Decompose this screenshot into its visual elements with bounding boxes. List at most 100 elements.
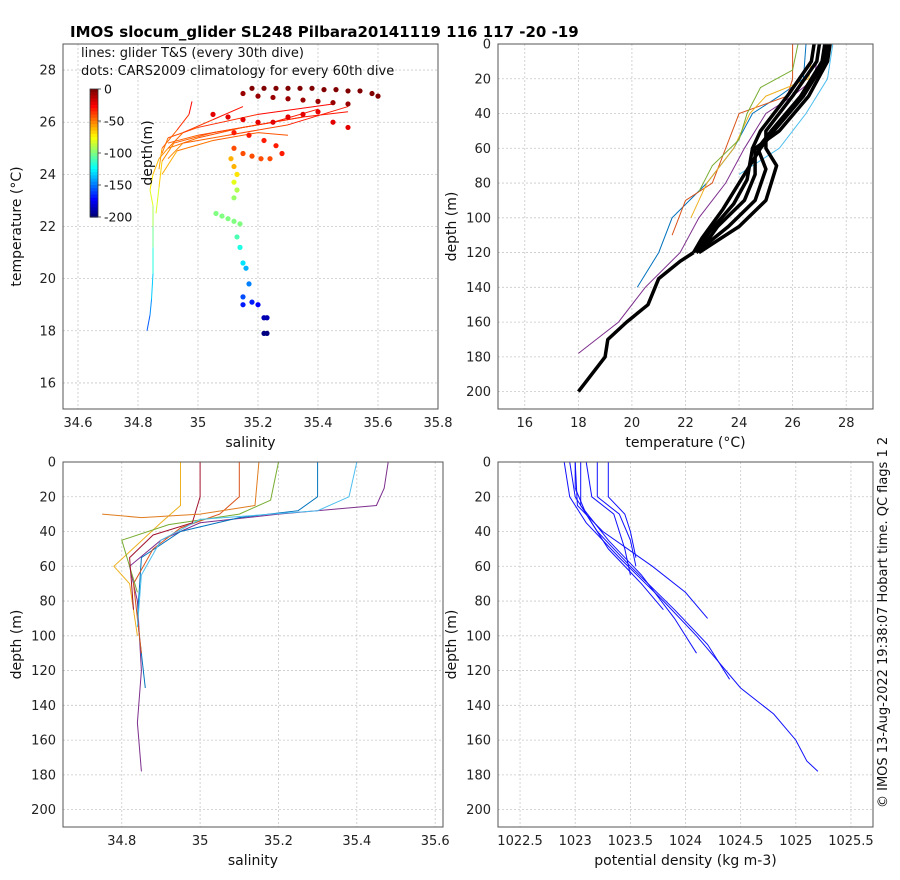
tz-ytick-label: 200 bbox=[466, 385, 491, 400]
colorbar-swatch bbox=[90, 95, 98, 100]
ts-glider-line-segment bbox=[173, 132, 214, 144]
ts-ytick-label: 26 bbox=[39, 116, 56, 131]
rz-ylabel: depth (m) bbox=[444, 610, 460, 680]
colorbar-swatch bbox=[90, 130, 98, 135]
tz-xtick-label: 28 bbox=[838, 416, 855, 431]
ts-climatology-dot bbox=[213, 210, 219, 217]
colorbar-swatch bbox=[90, 169, 98, 173]
sz-profile bbox=[129, 462, 201, 610]
sz-xtick-label: 35.2 bbox=[264, 834, 293, 849]
figure-title: IMOS slocum_glider SL248 Pilbara20141119… bbox=[70, 23, 579, 41]
ts-annotation: dots: CARS2009 climatology for every 60t… bbox=[81, 64, 394, 79]
ts-xtick-label: 34.8 bbox=[124, 416, 153, 431]
tz-ytick-label: 80 bbox=[474, 177, 491, 192]
copyright-note: © IMOS 13-Aug-2022 19:38:07 Hobart time.… bbox=[876, 437, 891, 808]
ts-glider-line-segment bbox=[161, 142, 175, 162]
tz-xtick-label: 26 bbox=[784, 416, 801, 431]
ts-xtick-label: 35 bbox=[190, 416, 207, 431]
rz-profile bbox=[607, 462, 637, 558]
ts-ytick-label: 18 bbox=[39, 324, 56, 339]
ts-climatology-dot bbox=[219, 213, 225, 219]
tz-xtick-label: 24 bbox=[731, 416, 748, 431]
ts-climatology-dot bbox=[240, 117, 246, 123]
ts-climatology-dot bbox=[261, 137, 267, 144]
ts-annotation: lines: glider T&S (every 30th dive) bbox=[81, 46, 304, 61]
sz-ytick-label: 200 bbox=[31, 803, 56, 818]
tz-xtick-label: 22 bbox=[677, 416, 694, 431]
colorbar-swatch bbox=[90, 210, 98, 215]
ts-climatology-dot bbox=[246, 281, 252, 287]
ts-climatology-dot bbox=[237, 221, 243, 227]
tz-ytick-label: 140 bbox=[466, 281, 491, 296]
colorbar-swatch bbox=[90, 114, 98, 119]
ts-climatology-dot bbox=[255, 119, 261, 125]
sz-ytick-label: 80 bbox=[39, 595, 56, 610]
tz-glider-profile bbox=[738, 43, 834, 175]
ts-glider-line-segment bbox=[176, 114, 190, 131]
ts-xtick-label: 35.6 bbox=[364, 416, 393, 431]
rz-xtick-label: 1022.5 bbox=[497, 834, 543, 849]
colorbar-swatch bbox=[90, 178, 98, 183]
sz-ytick-label: 140 bbox=[31, 699, 56, 714]
ts-climatology-dot bbox=[264, 330, 270, 336]
ts-climatology-dot bbox=[225, 216, 231, 222]
colorbar-swatch bbox=[90, 146, 98, 151]
sz-xtick-label: 35 bbox=[192, 834, 209, 849]
colorbar-swatch bbox=[90, 143, 98, 148]
tz-glider-profile bbox=[690, 43, 815, 219]
ts-glider-line-segment bbox=[227, 124, 289, 136]
colorbar-swatch bbox=[90, 89, 98, 93]
ts-climatology-dot bbox=[231, 163, 237, 170]
ts-climatology-dot bbox=[285, 96, 291, 102]
ts-climatology-dot bbox=[210, 111, 216, 117]
tz-xtick-label: 20 bbox=[624, 416, 641, 431]
ts-climatology-dot bbox=[321, 87, 327, 93]
sz-ytick-label: 40 bbox=[39, 525, 56, 540]
colorbar-tick-label: -50 bbox=[104, 114, 124, 129]
ts-xtick-label: 35.8 bbox=[424, 416, 453, 431]
rz-xtick-label: 1024.5 bbox=[718, 834, 764, 849]
colorbar-swatch bbox=[90, 153, 98, 157]
colorbar-swatch bbox=[90, 213, 98, 218]
colorbar-swatch bbox=[90, 162, 98, 167]
tz-plot-area bbox=[498, 44, 873, 409]
ts-glider-line-segment bbox=[197, 113, 259, 128]
ts-climatology-dot bbox=[234, 171, 240, 177]
tz-climatology-deep bbox=[577, 251, 695, 393]
ts-climatology-dot bbox=[375, 93, 381, 99]
colorbar-swatch bbox=[90, 201, 98, 205]
colorbar-swatch bbox=[90, 140, 98, 144]
ts-climatology-dot bbox=[261, 85, 267, 91]
colorbar-swatch bbox=[90, 149, 98, 154]
ts-xlabel: salinity bbox=[225, 435, 275, 451]
tz-ytick-label: 60 bbox=[474, 142, 491, 157]
ts-glider-line-segment bbox=[212, 106, 244, 121]
colorbar-swatch bbox=[90, 124, 98, 128]
sz-profile bbox=[102, 461, 260, 519]
rz-xlabel: potential density (kg m-3) bbox=[594, 853, 776, 869]
sz-xtick-label: 35.6 bbox=[421, 834, 450, 849]
colorbar-tick-label: 0 bbox=[104, 82, 112, 97]
ts-glider-line-segment bbox=[167, 132, 184, 149]
rz-ytick-label: 60 bbox=[474, 560, 491, 575]
tz-ytick-label: 0 bbox=[483, 38, 491, 53]
ts-climatology-dot bbox=[264, 315, 270, 321]
rz-ytick-label: 100 bbox=[466, 629, 491, 644]
ts-climatology-dot bbox=[279, 150, 285, 157]
ts-climatology-dot bbox=[285, 85, 291, 91]
sz-profile bbox=[136, 462, 319, 689]
ts-climatology-dot bbox=[345, 124, 351, 131]
ts-climatology-dot bbox=[270, 119, 276, 125]
colorbar-swatch bbox=[90, 101, 98, 106]
ts-glider-line-segment bbox=[272, 108, 319, 123]
ts-climatology-dot bbox=[267, 156, 273, 162]
ts-diagram-panel: 34.6 34.8 35 35.2 35.4 35.6 35.8 16 18 20 22 24 26 28… bbox=[9, 43, 453, 451]
ts-glider-line-segment bbox=[161, 150, 178, 175]
ts-climatology-dot bbox=[297, 85, 303, 91]
colorbar-tick-label: -150 bbox=[104, 178, 132, 193]
sz-ytick-label: 0 bbox=[48, 456, 56, 471]
rz-ytick-label: 40 bbox=[474, 525, 491, 540]
temperature-depth-panel: 16 18 20 22 24 26 28 0 20 40 60 80 100 120 140 160 180 20… bbox=[444, 38, 874, 451]
ts-glider-line-segment bbox=[182, 119, 214, 134]
ts-climatology-dot bbox=[231, 218, 237, 224]
